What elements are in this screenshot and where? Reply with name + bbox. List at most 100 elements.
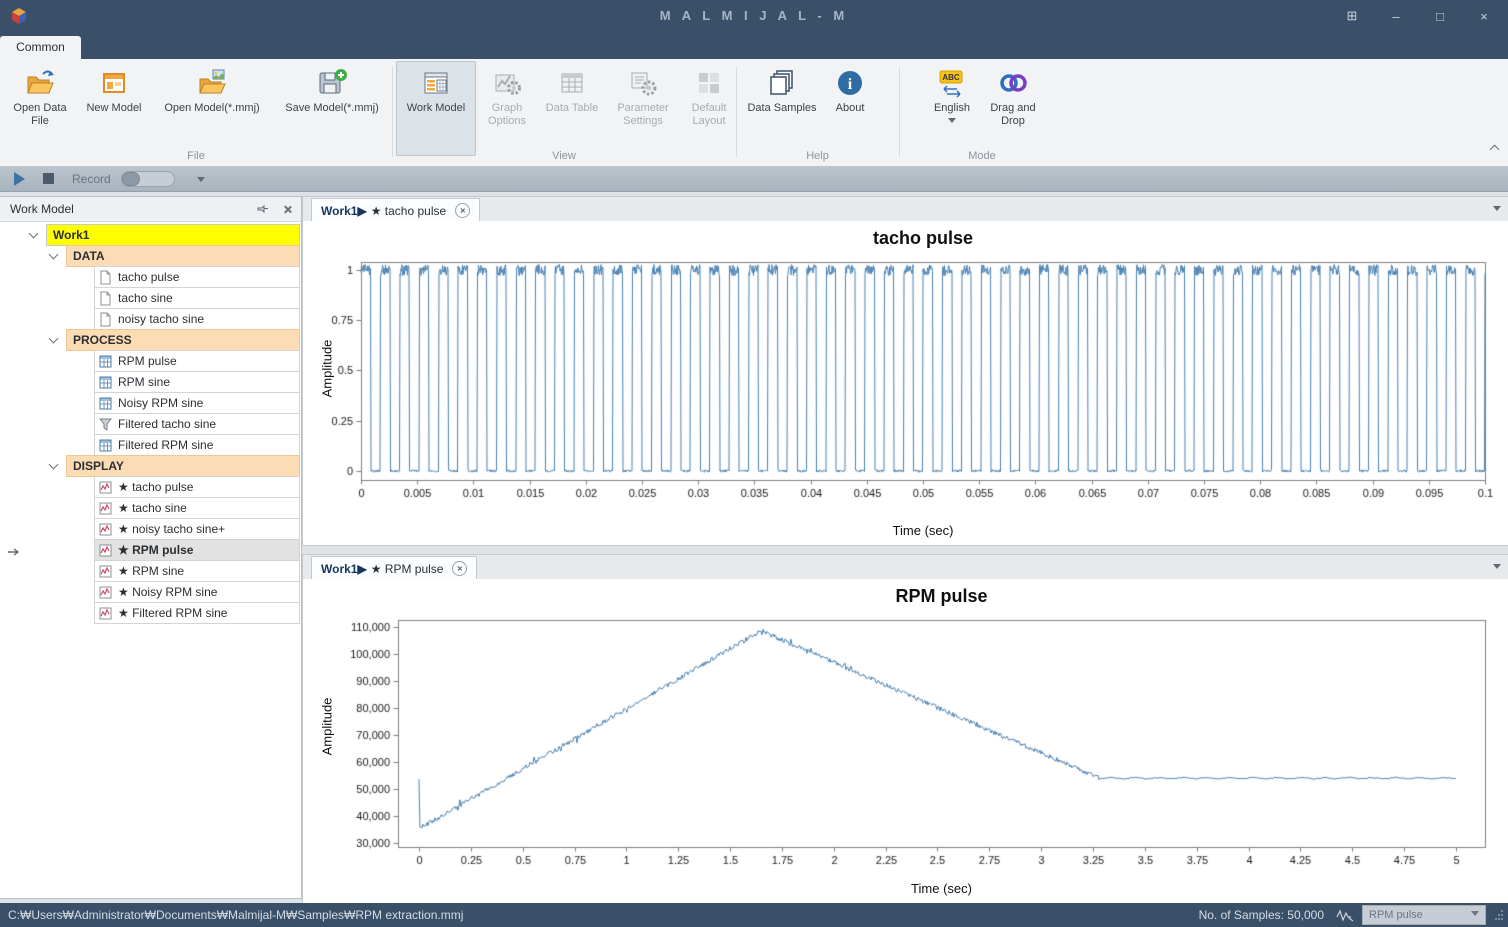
tree-item[interactable]: ★ Filtered RPM sine: [0, 602, 301, 623]
tree-item[interactable]: ★ tacho pulse: [0, 476, 301, 497]
tab-list-dropdown-icon[interactable]: [1493, 206, 1501, 215]
dock-collapse-arrow-icon[interactable]: [7, 544, 21, 562]
signal-selector-dropdown[interactable]: RPM pulse: [1362, 905, 1486, 925]
new-model-icon: [98, 67, 130, 99]
record-toggle[interactable]: [121, 171, 175, 187]
expander-icon[interactable]: [49, 250, 59, 260]
document-icon: [99, 312, 112, 327]
tree-item[interactable]: RPM pulse: [0, 350, 301, 371]
expander-icon[interactable]: [49, 460, 59, 470]
tree-item[interactable]: Filtered RPM sine: [0, 434, 301, 455]
chart-icon: [99, 564, 112, 579]
data-table-button[interactable]: Data Table: [538, 61, 606, 156]
close-panel-button[interactable]: [277, 199, 297, 219]
ribbon-group-mode: ABC English Drag an: [899, 59, 1065, 165]
application-window: M A L M I J A L - M ⊞ – □ × Common: [0, 0, 1508, 927]
work-model-label: Work Model: [407, 102, 465, 115]
tab-rpm-pulse[interactable]: Work1▶ ★ RPM pulse: [311, 556, 477, 580]
tab-tacho-pulse[interactable]: Work1▶ ★ tacho pulse: [311, 198, 480, 222]
save-model-button[interactable]: Save Model(*.mmj): [272, 61, 392, 156]
tree-item[interactable]: RPM sine: [0, 371, 301, 392]
open-data-file-button[interactable]: Open Data File: [4, 61, 76, 156]
data-samples-label: Data Samples: [747, 102, 816, 115]
about-button[interactable]: i About: [822, 61, 878, 156]
record-toggle-knob[interactable]: [122, 172, 140, 186]
tacho-pulse-chart-canvas[interactable]: [303, 221, 1508, 545]
save-model-label: Save Model(*.mmj): [285, 102, 379, 115]
about-label: About: [836, 102, 865, 115]
close-tab-button[interactable]: [452, 561, 467, 576]
open-model-label: Open Model(*.mmj): [164, 102, 259, 115]
tree-item-label: DATA: [73, 249, 105, 263]
work-model-button[interactable]: Work Model: [396, 61, 476, 156]
y-axis-label: Amplitude: [320, 667, 335, 787]
tree-root-work1[interactable]: Work1: [0, 224, 301, 245]
x-axis-label: Time (sec): [361, 523, 1485, 538]
save-model-icon: [316, 67, 348, 99]
expander-icon[interactable]: [29, 229, 39, 239]
ribbon-group-file-label: File: [0, 150, 392, 162]
tree-item[interactable]: Noisy RPM sine: [0, 392, 301, 413]
open-model-button[interactable]: Open Model(*.mmj): [152, 61, 272, 156]
tree-item-label: tacho sine: [118, 291, 173, 305]
tree-item[interactable]: ★ RPM pulse: [0, 539, 301, 560]
resize-grip[interactable]: [1494, 908, 1504, 922]
record-label: Record: [72, 172, 111, 186]
close-tab-button[interactable]: [455, 203, 470, 218]
tree-item-label: ★ tacho sine: [118, 501, 187, 515]
pin-panel-button[interactable]: [253, 199, 273, 219]
tacho-pulse-tab-bar: Work1▶ ★ tacho pulse: [302, 196, 1508, 223]
tree-item[interactable]: ★ RPM sine: [0, 560, 301, 581]
default-layout-button[interactable]: Default Layout: [680, 61, 738, 156]
tab-title: ★ tacho pulse: [371, 204, 446, 218]
tree-item[interactable]: ★ noisy tacho sine+: [0, 518, 301, 539]
expander-icon[interactable]: [49, 334, 59, 344]
parameter-settings-button[interactable]: Parameter Settings: [606, 61, 680, 156]
english-dropdown-icon[interactable]: [948, 118, 956, 127]
default-layout-icon: [693, 67, 725, 99]
tree-item[interactable]: tacho sine: [0, 287, 301, 308]
play-icon[interactable]: [14, 172, 25, 186]
collapse-ribbon-icon: [1490, 145, 1500, 155]
title-bar: M A L M I J A L - M ⊞ – □ ×: [0, 0, 1508, 32]
record-dropdown-icon[interactable]: [197, 177, 205, 186]
tree-item[interactable]: ★ Noisy RPM sine: [0, 581, 301, 602]
funnel-icon: [99, 417, 112, 432]
tree-item[interactable]: Filtered tacho sine: [0, 413, 301, 434]
tree-item-label: ★ noisy tacho sine+: [118, 522, 225, 536]
tab-list-dropdown-icon[interactable]: [1493, 564, 1501, 573]
minimize-button[interactable]: –: [1374, 0, 1418, 32]
ribbon-group-view-label: View: [392, 150, 736, 162]
tree-item-label: ★ Noisy RPM sine: [118, 585, 217, 599]
tree-group-display[interactable]: DISPLAY: [0, 455, 301, 476]
graph-options-button[interactable]: Graph Options: [476, 61, 538, 156]
english-language-button[interactable]: ABC English: [923, 61, 981, 156]
work-model-icon: [420, 67, 452, 99]
rpm-pulse-chart-canvas[interactable]: [303, 579, 1508, 903]
tray-button[interactable]: ⊞: [1330, 0, 1374, 32]
tree-item[interactable]: ★ tacho sine: [0, 497, 301, 518]
new-model-button[interactable]: New Model: [76, 61, 152, 156]
tree-item-label: RPM pulse: [118, 354, 177, 368]
stop-icon[interactable]: [43, 173, 54, 184]
close-tab-icon: [457, 566, 462, 571]
collapse-ribbon-button[interactable]: [1491, 140, 1498, 158]
work-model-tree: Work1 DATA tacho pulse tacho sine noisy tach…: [0, 222, 301, 898]
signal-selector-value: RPM pulse: [1369, 909, 1423, 921]
chart-icon: [99, 501, 112, 516]
work-model-panel: Work Model Work1DATAtacho pulsetacho sin…: [0, 196, 302, 899]
maximize-icon: □: [1436, 9, 1444, 24]
tree-item[interactable]: tacho pulse: [0, 266, 301, 287]
tree-item[interactable]: noisy tacho sine: [0, 308, 301, 329]
tree-item-label: RPM sine: [118, 375, 170, 389]
parameter-settings-icon: [627, 67, 659, 99]
maximize-button[interactable]: □: [1418, 0, 1462, 32]
tab-common[interactable]: Common: [0, 36, 81, 59]
tree-group-data[interactable]: DATA: [0, 245, 301, 266]
close-button[interactable]: ×: [1462, 0, 1506, 32]
open-data-file-icon: [24, 67, 56, 99]
data-samples-button[interactable]: Data Samples: [742, 61, 822, 156]
chart-icon: [99, 480, 112, 495]
drag-and-drop-button[interactable]: Drag and Drop: [981, 61, 1045, 156]
tree-group-process[interactable]: PROCESS: [0, 329, 301, 350]
